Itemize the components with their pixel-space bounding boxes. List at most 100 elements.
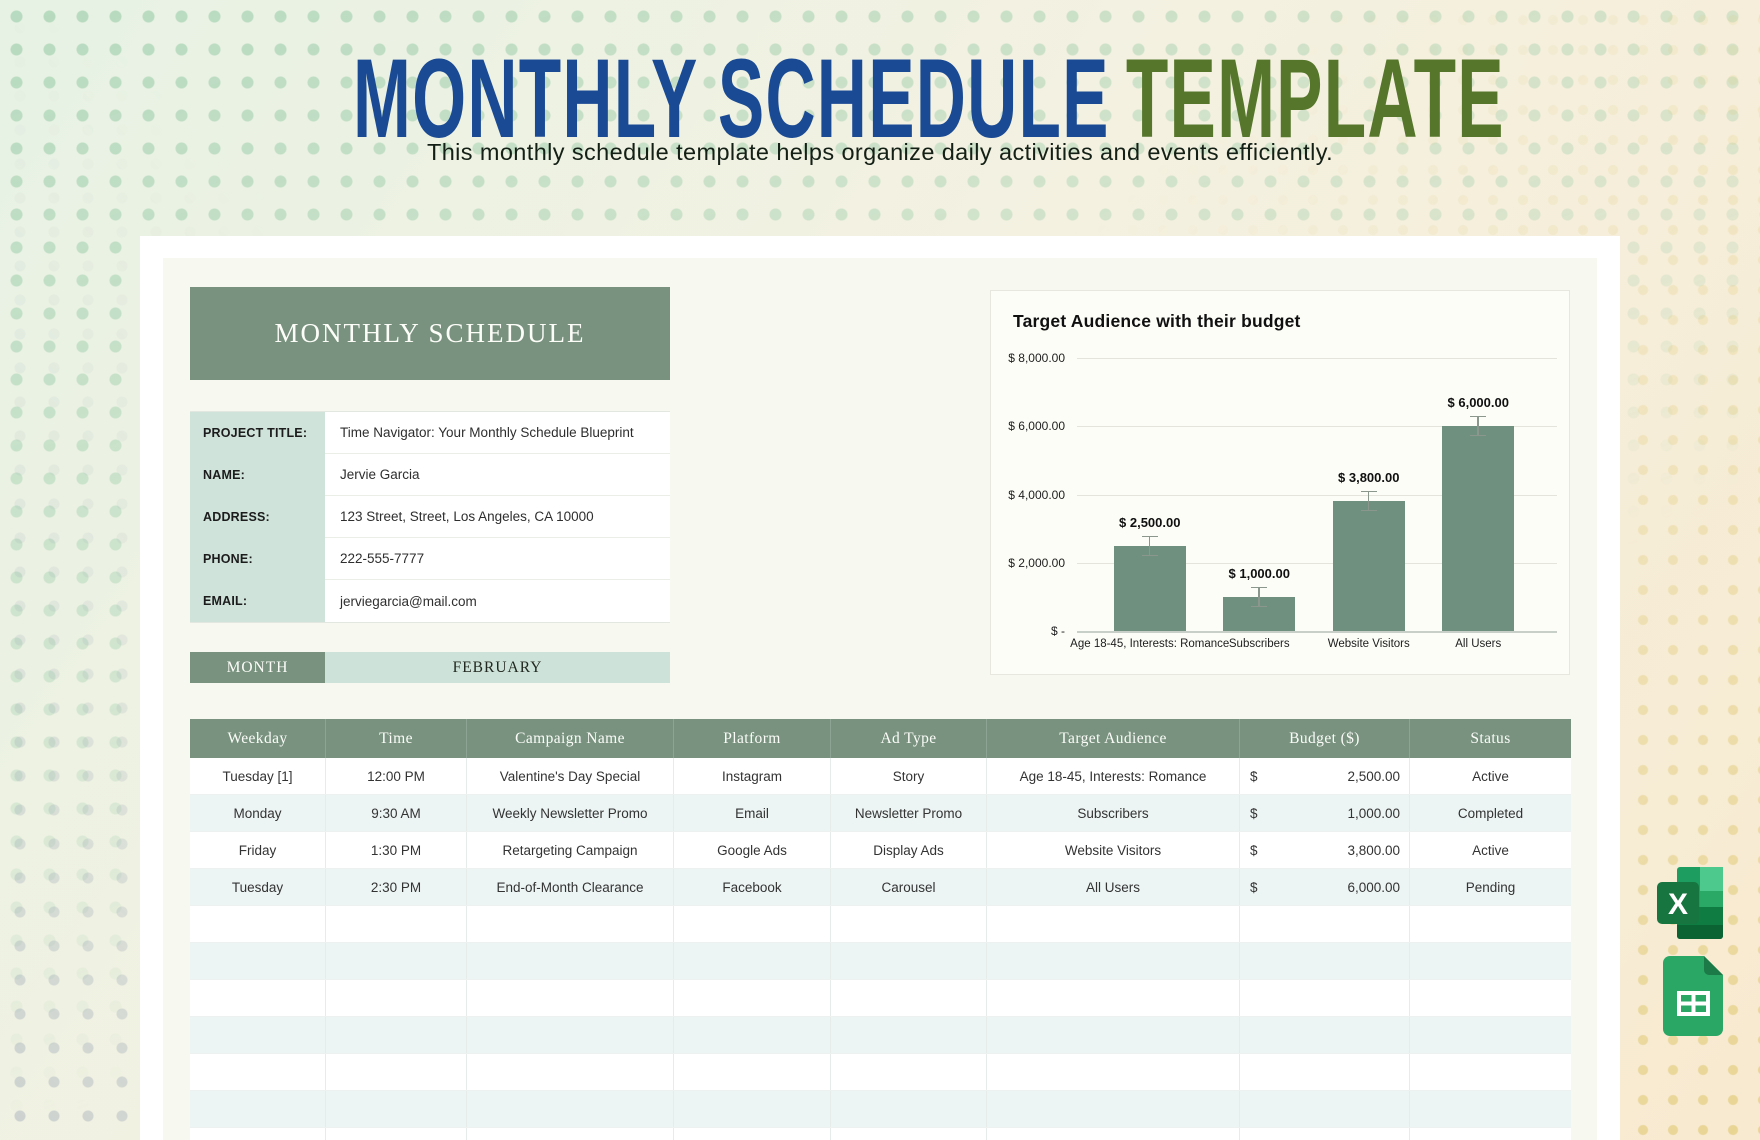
detail-label: PHONE:: [190, 538, 325, 580]
schedule-table: Weekday Time Campaign Name Platform Ad Type T…: [190, 719, 1571, 1140]
empty-cell: [987, 980, 1240, 1016]
empty-cell: [1410, 1091, 1571, 1127]
table-row: Friday 1:30 PM Retargeting Campaign Google …: [190, 832, 1571, 869]
google-sheets-icon-graphic: [1663, 956, 1723, 1036]
chart-title: Target Audience with their budget: [1013, 311, 1301, 331]
cell-status: Active: [1472, 842, 1509, 858]
page-title-primary: MONTHLY SCHEDULE: [352, 36, 1110, 162]
empty-cell: [987, 1054, 1240, 1090]
detail-label: NAME:: [190, 454, 325, 496]
detail-value: 222-555-7777: [325, 538, 670, 580]
gridline: [1077, 494, 1557, 496]
empty-cell: [190, 906, 326, 942]
empty-cell: [1240, 1017, 1410, 1053]
cell-target-audience: Website Visitors: [987, 832, 1240, 868]
bar: [1113, 545, 1186, 631]
empty-cell: [326, 1054, 467, 1090]
column-header: Campaign Name: [467, 719, 674, 758]
cell-budget: $3,800.00: [1240, 832, 1410, 868]
empty-cell: [987, 943, 1240, 979]
excel-icon[interactable]: X: [1648, 866, 1724, 940]
cell-budget: $2,500.00: [1240, 758, 1410, 794]
empty-table-row: [190, 1091, 1571, 1128]
detail-value: Jervie Garcia: [325, 454, 670, 496]
empty-cell: [190, 1054, 326, 1090]
empty-cell: [326, 1091, 467, 1127]
empty-cell: [987, 1128, 1240, 1140]
empty-table-row: [190, 1054, 1571, 1091]
schedule-header-row: Weekday Time Campaign Name Platform Ad Type T…: [190, 719, 1571, 758]
empty-cell: [1410, 906, 1571, 942]
y-axis-label: $ 6,000.00: [1008, 419, 1065, 434]
column-header: Weekday: [190, 719, 326, 758]
data-label: $ 1,000.00: [1228, 565, 1290, 581]
error-bar: [1251, 586, 1268, 607]
empty-cell: [326, 1128, 467, 1140]
google-sheets-icon[interactable]: [1662, 956, 1724, 1036]
data-label: $ 3,800.00: [1338, 470, 1400, 486]
empty-cell: [1240, 1054, 1410, 1090]
cell-time: 9:30 AM: [326, 795, 467, 831]
y-axis-label: $ -: [1050, 624, 1065, 638]
empty-cell: [1410, 943, 1571, 979]
empty-cell: [831, 1091, 987, 1127]
empty-table-row: [190, 1017, 1571, 1054]
cell-weekday: Tuesday: [190, 869, 326, 905]
table-row: Monday 9:30 AM Weekly Newsletter Promo Emai…: [190, 795, 1571, 832]
x-axis-label: All Users: [1455, 638, 1502, 650]
empty-cell: [326, 943, 467, 979]
empty-cell: [831, 906, 987, 942]
gridline: [1077, 358, 1557, 359]
empty-cell: [190, 943, 326, 979]
empty-cell: [987, 1017, 1240, 1053]
cell-time: 12:00 PM: [326, 758, 467, 794]
detail-label: ADDRESS:: [190, 496, 325, 538]
cell-target-audience: Age 18-45, Interests: Romance: [987, 758, 1240, 794]
schedule-banner-title: MONTHLY SCHEDULE: [274, 318, 586, 348]
detail-row: PHONE: 222-555-7777: [190, 538, 670, 580]
currency-symbol: $: [1250, 879, 1258, 895]
empty-cell: [831, 1054, 987, 1090]
cell-weekday: Friday: [190, 832, 326, 868]
empty-cell: [190, 980, 326, 1016]
empty-table-row: [190, 943, 1571, 980]
y-axis-label: $ 2,000.00: [1008, 555, 1065, 570]
empty-cell: [674, 1091, 831, 1127]
gridline: [1077, 426, 1557, 428]
empty-cell: [987, 906, 1240, 942]
empty-cell: [467, 1054, 674, 1090]
page-subtitle: This monthly schedule template helps org…: [426, 139, 1334, 165]
budget-amount: 3,800.00: [1347, 842, 1400, 858]
empty-cell: [467, 943, 674, 979]
detail-row: ADDRESS: 123 Street, Street, Los Angeles,…: [190, 496, 670, 538]
y-axis-label: $ 8,000.00: [1008, 351, 1065, 365]
cell-status: Active: [1472, 768, 1509, 784]
column-header: Budget ($): [1240, 719, 1410, 758]
x-axis-label: Subscribers: [1228, 638, 1290, 650]
month-value: FEBRUARY: [325, 652, 670, 683]
empty-table-row: [190, 1128, 1571, 1140]
empty-cell: [674, 980, 831, 1016]
budget-amount: 1,000.00: [1347, 805, 1400, 821]
detail-row: EMAIL: jerviegarcia@mail.com: [190, 580, 670, 622]
cell-target-audience: Subscribers: [987, 795, 1240, 831]
cell-campaign-name: Weekly Newsletter Promo: [467, 795, 674, 831]
cell-status: Pending: [1465, 879, 1516, 895]
error-bar: [1470, 416, 1487, 437]
detail-value: 123 Street, Street, Los Angeles, CA 1000…: [325, 496, 670, 538]
empty-cell: [674, 943, 831, 979]
column-header: Ad Type: [831, 719, 987, 758]
empty-cell: [1240, 1128, 1410, 1140]
empty-cell: [1410, 1017, 1571, 1053]
x-axis-line: [1077, 631, 1557, 633]
table-row: Tuesday [1] 12:00 PM Valentine's Day Speci…: [190, 758, 1571, 795]
detail-row: PROJECT TITLE: Time Navigator: Your Month…: [190, 412, 670, 454]
empty-cell: [467, 980, 674, 1016]
cell-status: Completed: [1457, 805, 1524, 821]
budget-chart-card: Target Audience with their budget $ - $ 2…: [990, 290, 1570, 675]
empty-cell: [1240, 980, 1410, 1016]
excel-icon-graphic: X: [1657, 867, 1723, 939]
cell-ad-type: Newsletter Promo: [831, 795, 987, 831]
detail-label: EMAIL:: [190, 580, 325, 622]
empty-cell: [326, 1017, 467, 1053]
